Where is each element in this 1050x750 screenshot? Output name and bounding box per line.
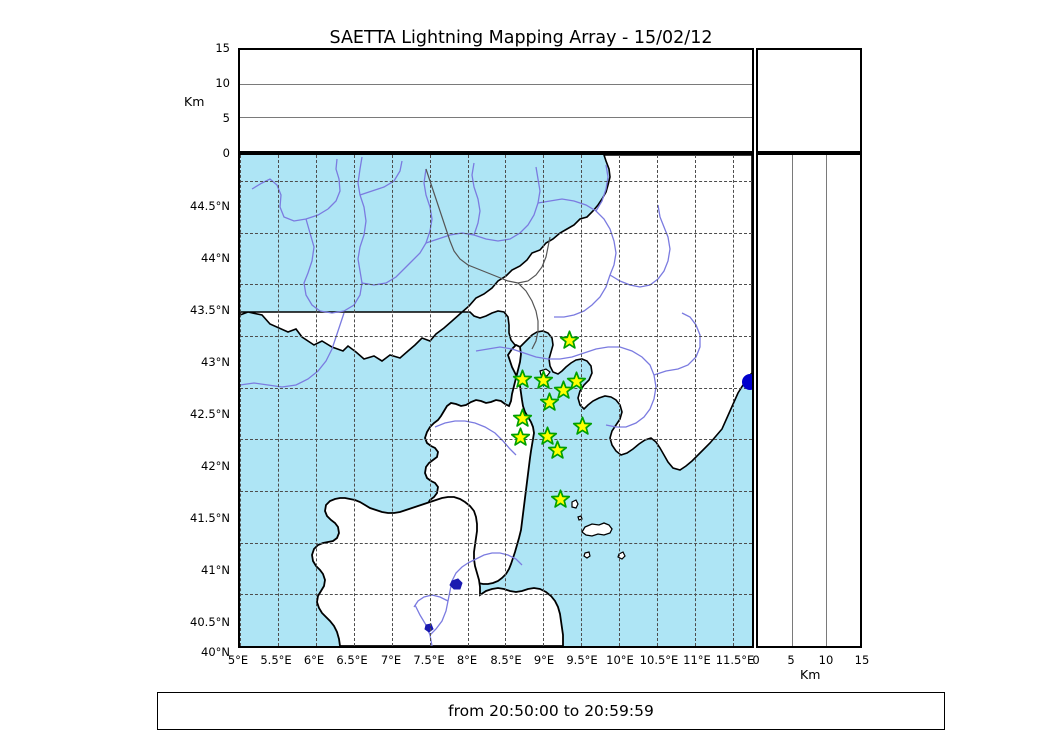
- ytick-top-5: 5: [222, 111, 230, 125]
- mapgrid-lon-8.5: [505, 155, 507, 646]
- page-title: SAETTA Lightning Mapping Array - 15/02/1…: [329, 28, 713, 48]
- mapgrid-lon-6.5: [353, 155, 355, 646]
- lma-station-marker: [551, 489, 571, 509]
- lma-station-marker: [553, 380, 573, 400]
- mapgrid-lon-7: [391, 155, 393, 646]
- mapgrid-lat-43.5: [240, 284, 752, 286]
- mapgrid-lat-41: [240, 542, 752, 544]
- ytick-top-10: 10: [215, 76, 230, 90]
- map-geography: [240, 155, 752, 646]
- mapgrid-lat-40: [240, 646, 752, 647]
- xtick-map-6.5: 6.5°E: [336, 653, 368, 667]
- mapgrid-lon-10.5: [657, 155, 659, 646]
- xtick-right-5: 5: [787, 653, 795, 667]
- mapgrid-lat-40.5: [240, 594, 752, 596]
- mapgrid-lat-41.5: [240, 490, 752, 492]
- xtick-right-10: 10: [818, 653, 834, 667]
- ytick-map-44.5: 44.5°N: [190, 199, 230, 213]
- altitude-altitude-panel[interactable]: [756, 48, 862, 153]
- xtick-map-10: 10°E: [606, 653, 634, 667]
- xtick-map-7: 7°E: [380, 653, 402, 667]
- time-range-status-box: from 20:50:00 to 20:59:59: [157, 692, 945, 730]
- lma-station-marker: [560, 329, 580, 350]
- xtick-map-9: 9°E: [533, 653, 555, 667]
- ytick-map-40: 40°N: [201, 645, 230, 659]
- gridline-5km: [240, 117, 752, 119]
- time-range-text: from 20:50:00 to 20:59:59: [448, 702, 654, 720]
- lma-station-marker: [573, 416, 593, 436]
- mapgrid-lon-11: [695, 155, 697, 646]
- xtick-right-15: 15: [854, 653, 870, 667]
- mapgrid-lat-44: [240, 232, 752, 234]
- lma-station-marker: [511, 427, 531, 447]
- latitude-altitude-panel[interactable]: [756, 153, 862, 648]
- xtick-map-5: 5°E: [227, 653, 249, 667]
- ytick-map-44: 44°N: [201, 251, 230, 265]
- mapgrid-lon-11.5: [733, 155, 735, 646]
- mapgrid-lon-5.5: [277, 155, 279, 646]
- lma-station-marker: [538, 426, 558, 446]
- mapgrid-lon-7.5: [429, 155, 431, 646]
- mapgrid-lon-6: [315, 155, 317, 646]
- xtick-map-11.5: 11.5°E: [715, 653, 755, 667]
- mapgrid-lon-8: [467, 155, 469, 646]
- xtick-map-7.5: 7.5°E: [413, 653, 445, 667]
- mapgrid-lon-9.5: [581, 155, 583, 646]
- mapgrid-lon-10: [619, 155, 621, 646]
- vhf-source-marker: [741, 374, 752, 391]
- xlabel-right-km: Km: [800, 667, 821, 682]
- xtick-map-8.5: 8.5°E: [490, 653, 522, 667]
- lma-station-marker: [547, 440, 567, 460]
- ytick-map-41.5: 41.5°N: [190, 511, 230, 525]
- gridline-10km: [240, 83, 752, 85]
- xtick-map-5.5: 5.5°E: [260, 653, 292, 667]
- xtick-map-8: 8°E: [456, 653, 478, 667]
- map-panel[interactable]: [238, 153, 754, 648]
- xtick-map-6: 6°E: [303, 653, 325, 667]
- lma-station-marker: [512, 369, 532, 389]
- ytick-top-15: 15: [215, 41, 230, 55]
- mapgrid-lat-42: [240, 439, 752, 441]
- xtick-map-10.5: 10.5°E: [639, 653, 679, 667]
- mapgrid-lat-43: [240, 335, 752, 337]
- xtick-map-9.5: 9.5°E: [566, 653, 598, 667]
- ylabel-top-km: Km: [184, 94, 205, 109]
- gridline-right-10km: [825, 155, 827, 646]
- xtick-map-11: 11°E: [683, 653, 711, 667]
- ytick-map-42: 42°N: [201, 459, 230, 473]
- lma-station-marker: [533, 370, 554, 390]
- mapgrid-lat-42.5: [240, 387, 752, 389]
- mapgrid-lat-44.5: [240, 180, 752, 182]
- altitude-longitude-panel[interactable]: [238, 48, 754, 153]
- ytick-map-43: 43°N: [201, 355, 230, 369]
- ytick-top-0: 0: [222, 146, 230, 160]
- ytick-map-42.5: 42.5°N: [190, 407, 230, 421]
- lma-station-marker: [512, 408, 532, 428]
- mapgrid-lon-5: [240, 155, 241, 646]
- lma-station-marker: [539, 391, 560, 412]
- gridline-right-5km: [791, 155, 793, 646]
- lma-station-marker: [566, 371, 586, 391]
- ytick-map-41: 41°N: [201, 563, 230, 577]
- ytick-map-40.5: 40.5°N: [190, 615, 230, 629]
- ytick-map-43.5: 43.5°N: [190, 303, 230, 317]
- xtick-right-0: 0: [752, 653, 760, 667]
